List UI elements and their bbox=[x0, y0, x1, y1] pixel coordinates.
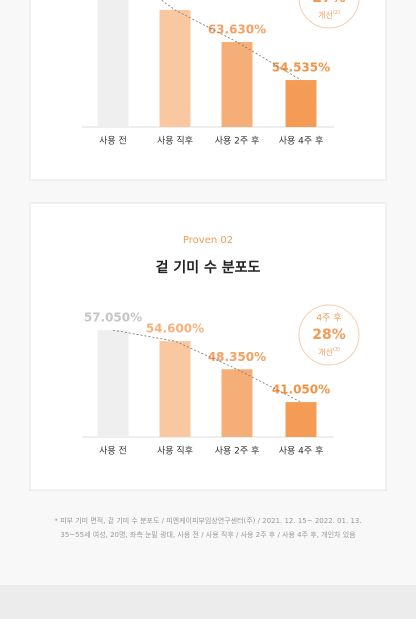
footer-strip bbox=[0, 585, 416, 619]
card bbox=[29, 0, 387, 181]
x-tick-label: 사용 전 bbox=[99, 446, 127, 457]
bar bbox=[221, 42, 253, 127]
badge-note: (3) bbox=[333, 347, 340, 353]
bar bbox=[97, 330, 129, 437]
footnote: * 피부 기미 면적, 겉 기미 수 분포도 / 피엔케이피부임상연구센터(주)… bbox=[54, 516, 361, 525]
badge-value: 28% bbox=[312, 327, 346, 343]
badge-text-main: 개선 bbox=[318, 347, 333, 357]
bar bbox=[159, 341, 191, 437]
value-label: 41.050% bbox=[272, 383, 330, 397]
card-subtitle: Proven 02 bbox=[183, 235, 233, 246]
value-label: 48.350% bbox=[208, 350, 266, 364]
value-label: 54.535% bbox=[272, 61, 330, 75]
x-tick-label: 사용 전 bbox=[99, 136, 127, 147]
badge-text: 개선(2) bbox=[318, 10, 340, 20]
badge-text-main: 개선 bbox=[318, 10, 333, 20]
value-label: 54.600% bbox=[146, 322, 204, 336]
bar bbox=[285, 402, 317, 437]
x-tick-label: 사용 4주 후 bbox=[279, 446, 324, 457]
badge-text: 개선(3) bbox=[318, 347, 340, 357]
bar bbox=[285, 80, 317, 127]
card-title: 겉 기미 수 분포도 bbox=[156, 260, 261, 276]
x-tick-label: 사용 직후 bbox=[157, 136, 193, 147]
footnote: 35~55세 여성, 20명, 좌측 눈밑 광대, 사용 전 / 사용 직후 /… bbox=[60, 530, 356, 539]
x-tick-label: 사용 2주 후 bbox=[215, 446, 260, 457]
badge-period: 4주 후 bbox=[316, 313, 341, 324]
x-tick-label: 사용 4주 후 bbox=[279, 136, 324, 147]
x-tick-label: 사용 2주 후 bbox=[215, 136, 260, 147]
badge bbox=[298, 0, 360, 29]
trend-line bbox=[112, 329, 302, 403]
badge bbox=[298, 304, 360, 366]
badge-value: 27% bbox=[312, 0, 346, 6]
bar bbox=[97, 0, 129, 128]
value-label: 63.630% bbox=[208, 23, 266, 37]
x-tick-label: 사용 직후 bbox=[157, 446, 193, 457]
bar bbox=[159, 9, 191, 128]
value-label: 57.050% bbox=[84, 311, 142, 325]
bar bbox=[221, 369, 253, 437]
badge-note: (2) bbox=[333, 10, 340, 16]
